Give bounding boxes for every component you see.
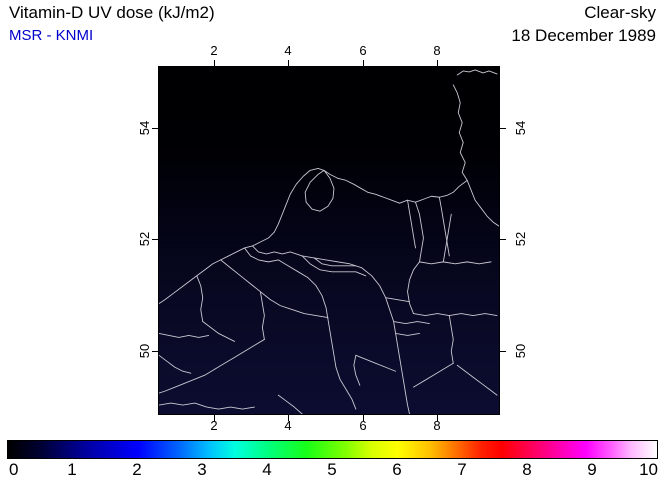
x-tick-label-bottom-4: 4 bbox=[284, 418, 292, 433]
x-tick-label-bottom-2: 2 bbox=[210, 418, 218, 433]
x-tick-label-bottom-6: 6 bbox=[359, 418, 367, 433]
colorbar-tick-4: 4 bbox=[262, 460, 272, 479]
y-tick-label-left-52: 52 bbox=[137, 231, 152, 247]
x-tick-bottom-2 bbox=[214, 415, 215, 421]
x-tick-bottom-6 bbox=[363, 415, 364, 421]
y-tick-right-50 bbox=[500, 351, 506, 352]
x-tick-top-6 bbox=[363, 60, 364, 66]
x-tick-label-top-2: 2 bbox=[210, 43, 218, 58]
y-tick-right-54 bbox=[500, 128, 506, 129]
colorbar-tick-10: 10 bbox=[639, 460, 658, 479]
x-tick-label-bottom-8: 8 bbox=[433, 418, 441, 433]
y-tick-left-54 bbox=[152, 128, 158, 129]
sky-condition-label: Clear-sky bbox=[584, 3, 656, 22]
data-source-label: MSR - KNMI bbox=[9, 27, 94, 44]
uv-dose-field bbox=[159, 67, 499, 414]
x-tick-top-4 bbox=[288, 60, 289, 66]
x-tick-label-top-8: 8 bbox=[433, 43, 441, 58]
y-tick-label-right-52: 52 bbox=[513, 231, 528, 247]
y-tick-label-left-54: 54 bbox=[137, 120, 152, 136]
y-tick-left-50 bbox=[152, 351, 158, 352]
y-tick-label-right-54: 54 bbox=[513, 120, 528, 136]
x-tick-bottom-4 bbox=[288, 415, 289, 421]
x-tick-label-top-6: 6 bbox=[359, 43, 367, 58]
coastline-overlay bbox=[159, 67, 499, 414]
y-tick-label-right-50: 50 bbox=[513, 343, 528, 359]
date-label: 18 December 1989 bbox=[511, 26, 656, 45]
colorbar-tick-7: 7 bbox=[457, 460, 467, 479]
y-tick-right-52 bbox=[500, 239, 506, 240]
colorbar-tick-5: 5 bbox=[327, 460, 337, 479]
colorbar-tick-6: 6 bbox=[392, 460, 402, 479]
y-tick-left-52 bbox=[152, 239, 158, 240]
colorbar-tick-8: 8 bbox=[522, 460, 532, 479]
x-tick-top-2 bbox=[214, 60, 215, 66]
colorbar-tick-9: 9 bbox=[587, 460, 597, 479]
x-tick-label-top-4: 4 bbox=[284, 43, 292, 58]
colorbar-tick-2: 2 bbox=[132, 460, 142, 479]
colorbar-tick-0: 0 bbox=[9, 460, 19, 479]
y-tick-label-left-50: 50 bbox=[137, 343, 152, 359]
colorbar-tick-1: 1 bbox=[67, 460, 77, 479]
x-tick-bottom-8 bbox=[437, 415, 438, 421]
colorbar-tick-3: 3 bbox=[197, 460, 207, 479]
x-tick-top-8 bbox=[437, 60, 438, 66]
page-title: Vitamin-D UV dose (kJ/m2) bbox=[9, 3, 215, 22]
uv-dose-map bbox=[158, 66, 500, 415]
uv-dose-colorbar bbox=[7, 440, 658, 459]
